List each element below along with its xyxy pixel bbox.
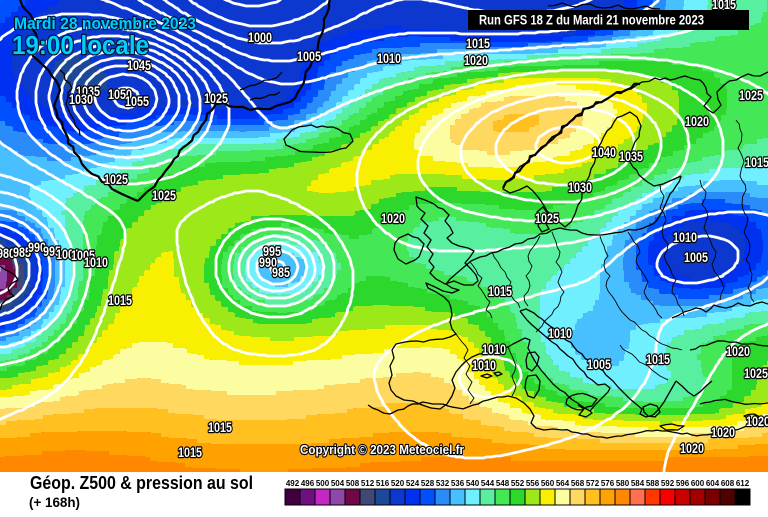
svg-text:1015: 1015 — [488, 284, 512, 299]
svg-text:1025: 1025 — [535, 211, 559, 226]
svg-text:556: 556 — [526, 479, 540, 488]
svg-text:985: 985 — [272, 265, 290, 280]
svg-text:1040: 1040 — [592, 145, 616, 160]
svg-text:1020: 1020 — [726, 344, 750, 359]
svg-text:1010: 1010 — [482, 342, 506, 357]
svg-text:Run GFS 18 Z du Mardi 21 novem: Run GFS 18 Z du Mardi 21 novembre 2023 — [479, 13, 704, 28]
svg-text:1015: 1015 — [466, 36, 490, 51]
svg-text:985: 985 — [13, 245, 31, 260]
svg-text:536: 536 — [451, 479, 465, 488]
svg-text:1005: 1005 — [297, 49, 321, 64]
svg-text:1025: 1025 — [739, 88, 763, 103]
svg-text:516: 516 — [376, 479, 390, 488]
svg-text:1000: 1000 — [56, 247, 80, 262]
svg-text:1020: 1020 — [680, 441, 704, 456]
svg-text:990: 990 — [28, 240, 46, 255]
svg-text:500: 500 — [316, 479, 330, 488]
svg-text:Géop. Z500 & pression au sol: Géop. Z500 & pression au sol — [30, 473, 253, 493]
svg-text:Copyright © 2023 Meteociel.fr: Copyright © 2023 Meteociel.fr — [300, 442, 464, 457]
svg-text:1005: 1005 — [587, 357, 611, 372]
svg-text:504: 504 — [331, 479, 345, 488]
svg-text:1055: 1055 — [125, 94, 149, 109]
svg-text:1000: 1000 — [248, 30, 272, 45]
svg-text:600: 600 — [691, 479, 705, 488]
svg-text:1025: 1025 — [104, 172, 128, 187]
svg-text:1030: 1030 — [568, 180, 592, 195]
svg-text:568: 568 — [571, 479, 585, 488]
svg-text:1015: 1015 — [178, 445, 202, 460]
svg-text:584: 584 — [631, 479, 645, 488]
svg-text:1010: 1010 — [84, 255, 108, 270]
svg-text:1010: 1010 — [472, 358, 496, 373]
svg-text:1035: 1035 — [619, 149, 643, 164]
svg-text:1035: 1035 — [76, 84, 100, 99]
svg-text:1005: 1005 — [684, 250, 708, 265]
svg-text:580: 580 — [616, 479, 630, 488]
svg-text:990: 990 — [259, 255, 277, 270]
svg-text:1015: 1015 — [712, 0, 736, 12]
svg-text:512: 512 — [361, 479, 375, 488]
svg-text:572: 572 — [586, 479, 600, 488]
svg-text:596: 596 — [676, 479, 690, 488]
svg-text:1025: 1025 — [204, 91, 228, 106]
svg-text:1015: 1015 — [646, 352, 670, 367]
svg-text:1020: 1020 — [685, 114, 709, 129]
svg-text:520: 520 — [391, 479, 405, 488]
svg-text:1025: 1025 — [744, 366, 768, 381]
svg-text:552: 552 — [511, 479, 525, 488]
svg-text:1020: 1020 — [381, 211, 405, 226]
svg-text:1015: 1015 — [108, 293, 132, 308]
svg-text:1015: 1015 — [745, 155, 768, 170]
svg-text:604: 604 — [706, 479, 720, 488]
svg-text:1045: 1045 — [127, 58, 151, 73]
svg-text:608: 608 — [721, 479, 735, 488]
svg-text:548: 548 — [496, 479, 510, 488]
svg-text:592: 592 — [661, 479, 675, 488]
svg-text:1015: 1015 — [208, 420, 232, 435]
svg-text:492: 492 — [286, 479, 300, 488]
svg-text:532: 532 — [436, 479, 450, 488]
svg-text:1050: 1050 — [108, 87, 132, 102]
svg-text:1010: 1010 — [377, 51, 401, 66]
svg-text:995: 995 — [43, 244, 61, 259]
svg-text:1005: 1005 — [71, 248, 95, 263]
svg-text:496: 496 — [301, 479, 315, 488]
svg-text:588: 588 — [646, 479, 660, 488]
svg-text:1025: 1025 — [152, 188, 176, 203]
svg-text:19:00 locale: 19:00 locale — [12, 32, 149, 60]
svg-text:508: 508 — [346, 479, 360, 488]
svg-text:(+ 168h): (+ 168h) — [29, 494, 80, 510]
svg-text:1020: 1020 — [746, 414, 768, 429]
svg-text:528: 528 — [421, 479, 435, 488]
svg-text:612: 612 — [736, 479, 750, 488]
svg-text:1020: 1020 — [711, 425, 735, 440]
svg-text:576: 576 — [601, 479, 615, 488]
svg-text:980: 980 — [0, 246, 15, 261]
svg-text:1010: 1010 — [548, 326, 572, 341]
svg-text:995: 995 — [263, 244, 281, 259]
svg-text:Mardi 28 novembre 2023: Mardi 28 novembre 2023 — [14, 14, 196, 33]
svg-text:1030: 1030 — [69, 92, 93, 107]
svg-text:564: 564 — [556, 479, 570, 488]
svg-text:540: 540 — [466, 479, 480, 488]
svg-text:1010: 1010 — [673, 230, 697, 245]
svg-text:524: 524 — [406, 479, 420, 488]
svg-text:1020: 1020 — [464, 53, 488, 68]
svg-text:544: 544 — [481, 479, 495, 488]
svg-text:560: 560 — [541, 479, 555, 488]
